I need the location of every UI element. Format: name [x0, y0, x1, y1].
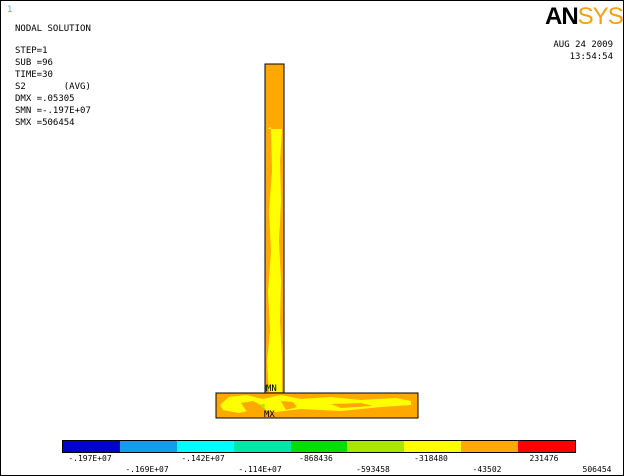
max-stress-label: SMX =506454	[15, 118, 75, 128]
legend-label: -318480	[414, 454, 448, 463]
step-label: STEP=1	[15, 46, 48, 56]
legend-swatch	[119, 441, 177, 452]
legend-swatch	[233, 441, 291, 452]
extrema-markers: MN MX	[264, 384, 277, 420]
legend-swatch	[63, 441, 120, 452]
time-label: TIME=30	[15, 70, 53, 80]
legend-label: 231476	[529, 454, 559, 463]
plot-date: AUG 24 2009	[553, 40, 613, 50]
legend-label: -.142E+07	[181, 454, 225, 463]
legend-label: -.197E+07	[68, 454, 112, 463]
substep-label: SUB =96	[15, 58, 53, 68]
result-type-label: S2 (AVG)	[15, 82, 91, 92]
contour-legend-bar	[62, 440, 576, 453]
legend-label: -593458	[356, 465, 390, 474]
max-displacement-label: DMX =.05305	[15, 94, 75, 104]
legend-swatch	[176, 441, 234, 452]
web-section	[264, 63, 285, 395]
plot-title: NODAL SOLUTION	[15, 24, 91, 34]
legend-swatch	[290, 441, 348, 452]
ansys-logo: ANSYS	[545, 5, 623, 29]
legend-swatch	[404, 441, 462, 452]
logo-sys: SYS	[577, 3, 623, 30]
legend-swatch	[518, 441, 576, 452]
legend-swatch	[347, 441, 405, 452]
legend-label: -.169E+07	[125, 465, 169, 474]
logo-an: AN	[545, 3, 579, 30]
legend-swatch	[461, 441, 519, 452]
min-stress-label: SMN =-.197E+07	[15, 106, 91, 116]
legend-label: -.114E+07	[238, 465, 282, 474]
legend-label: 506454	[582, 465, 612, 474]
max-marker: MX	[264, 410, 275, 420]
legend-label: -43502	[472, 465, 502, 474]
legend-label: -868436	[299, 454, 333, 463]
min-marker: MN	[266, 384, 277, 394]
timestamp: AUG 24 2009 13:54:54	[547, 39, 613, 63]
window-number: 1	[7, 5, 13, 15]
flange-section	[215, 392, 419, 419]
result-info-panel: NODAL SOLUTION STEP=1 SUB =96 TIME=30 S2…	[15, 23, 91, 129]
plot-time: 13:54:54	[569, 52, 613, 62]
